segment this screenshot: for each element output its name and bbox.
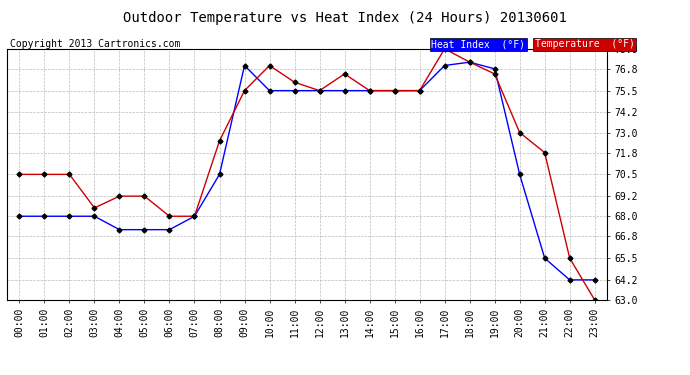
Text: Copyright 2013 Cartronics.com: Copyright 2013 Cartronics.com — [10, 39, 181, 50]
Text: Temperature  (°F): Temperature (°F) — [535, 39, 635, 50]
Text: Outdoor Temperature vs Heat Index (24 Hours) 20130601: Outdoor Temperature vs Heat Index (24 Ho… — [123, 11, 567, 25]
Text: Heat Index  (°F): Heat Index (°F) — [431, 39, 525, 50]
